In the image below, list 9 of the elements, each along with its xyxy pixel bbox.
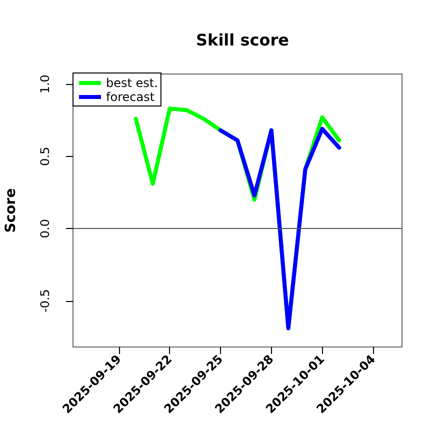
y-axis-title: Score xyxy=(3,188,19,233)
y-tick-label: 1.0 xyxy=(38,74,52,94)
legend-label: best est. xyxy=(106,76,158,90)
chart-title: Skill score xyxy=(196,30,290,50)
legend-label: forecast xyxy=(106,90,155,104)
line-series xyxy=(218,126,342,330)
y-tick-label: 0.5 xyxy=(38,146,52,166)
y-tick-label: -0.5 xyxy=(38,289,52,312)
y-tick-label: 0.0 xyxy=(38,219,52,238)
